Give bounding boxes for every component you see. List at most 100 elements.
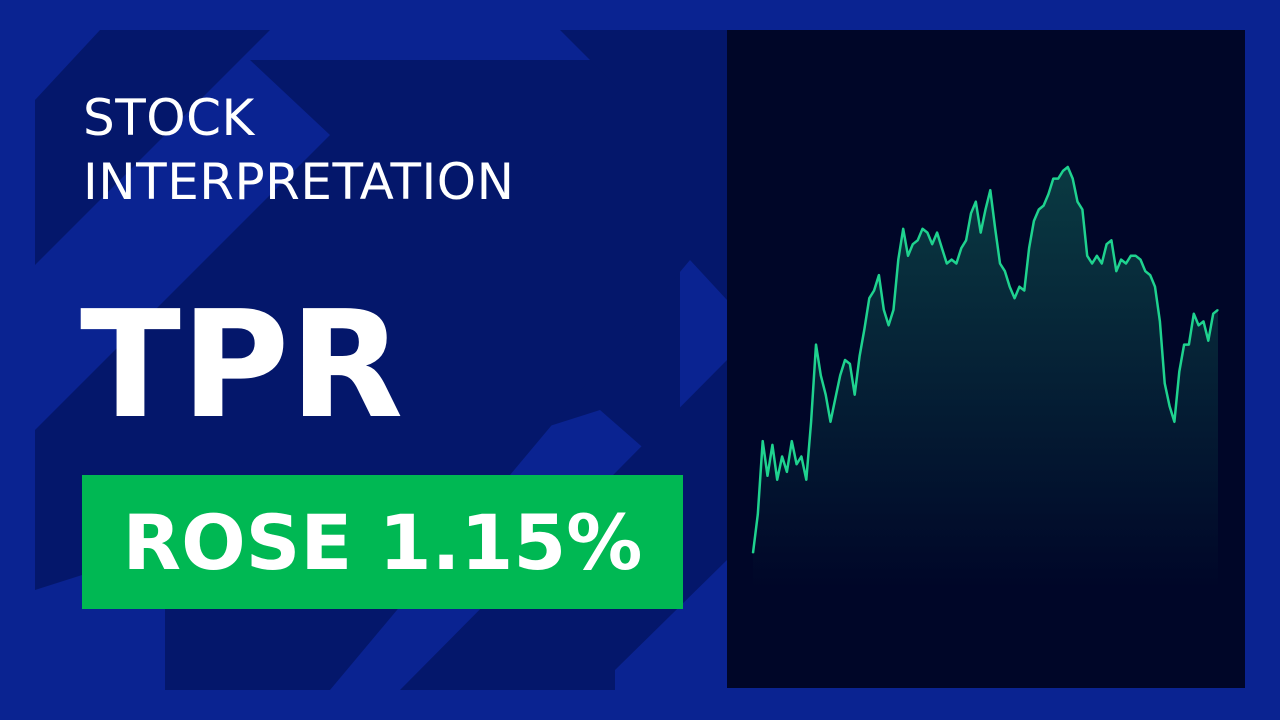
data-point: [1168, 405, 1171, 407]
data-point: [1013, 297, 1016, 299]
data-point: [999, 262, 1001, 265]
data-point: [1130, 255, 1132, 257]
data-point: [1028, 247, 1030, 249]
data-point: [931, 243, 933, 245]
data-point: [1072, 177, 1074, 180]
data-point: [1110, 239, 1113, 241]
data-point: [1105, 243, 1108, 245]
data-point: [1047, 193, 1050, 195]
data-point: [762, 440, 764, 442]
data-point: [1120, 259, 1122, 261]
data-point: [1207, 340, 1209, 342]
data-point: [912, 243, 914, 245]
data-point: [1149, 274, 1151, 276]
data-point: [883, 309, 885, 311]
data-point: [907, 255, 909, 257]
data-point: [1091, 262, 1093, 265]
data-point: [917, 239, 919, 241]
data-point: [1052, 177, 1054, 180]
data-point: [795, 463, 798, 465]
data-point: [1135, 255, 1137, 257]
data-point: [1062, 170, 1064, 172]
chart-panel: [727, 30, 1245, 688]
data-point: [1193, 313, 1195, 315]
data-point: [1202, 320, 1205, 322]
data-point: [1115, 270, 1117, 272]
data-point: [989, 189, 991, 191]
ticker-symbol: TPR: [80, 279, 404, 451]
data-point: [1023, 289, 1025, 292]
data-point: [854, 394, 856, 396]
data-point: [965, 239, 967, 241]
data-point: [752, 552, 754, 554]
data-point: [1125, 262, 1127, 265]
data-point: [1198, 324, 1200, 326]
data-point: [868, 297, 870, 299]
data-point: [878, 274, 880, 276]
data-point: [1018, 286, 1021, 288]
data-point: [1154, 286, 1156, 288]
data-point: [1188, 343, 1190, 346]
data-point: [781, 455, 783, 458]
data-point: [1159, 320, 1161, 322]
data-point: [1183, 343, 1185, 346]
data-point: [984, 208, 987, 211]
data-point: [1076, 201, 1079, 203]
data-point: [926, 232, 928, 234]
data-point: [820, 374, 822, 377]
data-point: [839, 374, 841, 377]
data-point: [1173, 421, 1176, 423]
data-point: [1217, 309, 1219, 311]
data-point: [946, 262, 948, 265]
data-point: [950, 259, 953, 261]
data-point: [1164, 382, 1166, 384]
data-point: [800, 455, 803, 458]
data-point: [1086, 255, 1088, 257]
data-point: [873, 289, 875, 292]
data-point: [1144, 270, 1146, 272]
change-label: ROSE 1.15%: [122, 497, 643, 587]
data-point: [902, 228, 904, 230]
data-point: [1033, 220, 1035, 222]
data-point: [1212, 313, 1214, 315]
data-point: [936, 232, 938, 234]
subtitle: STOCK INTERPRETATION: [83, 86, 515, 214]
data-point: [825, 394, 827, 396]
data-point: [1043, 205, 1045, 207]
data-point: [994, 228, 996, 230]
data-point: [960, 247, 962, 249]
data-point: [1139, 259, 1142, 261]
data-point: [849, 363, 851, 365]
data-point: [776, 479, 778, 481]
data-point: [766, 475, 769, 477]
data-point: [921, 228, 924, 230]
data-point: [980, 232, 982, 234]
data-point: [858, 355, 861, 357]
data-point: [955, 262, 958, 265]
data-point: [1067, 166, 1069, 168]
data-point: [1004, 270, 1006, 272]
arrow-shape: [35, 30, 270, 265]
data-point: [786, 471, 788, 473]
change-badge: ROSE 1.15%: [82, 475, 683, 609]
data-point: [757, 513, 759, 515]
data-point: [1178, 370, 1180, 373]
data-point: [805, 479, 807, 481]
data-point: [897, 259, 899, 261]
data-point: [844, 359, 846, 361]
data-point: [975, 201, 977, 203]
data-point: [810, 421, 812, 423]
data-point: [941, 247, 943, 249]
data-point: [834, 398, 836, 400]
data-point: [1081, 208, 1083, 211]
data-point: [892, 309, 895, 311]
data-point: [1009, 286, 1011, 288]
data-point: [888, 324, 890, 326]
subtitle-line-1: STOCK: [83, 89, 255, 147]
data-point: [791, 440, 793, 442]
data-point: [771, 444, 773, 446]
price-chart: [751, 165, 1219, 590]
data-point: [863, 328, 866, 330]
data-point: [1038, 208, 1040, 211]
data-point: [970, 212, 972, 214]
